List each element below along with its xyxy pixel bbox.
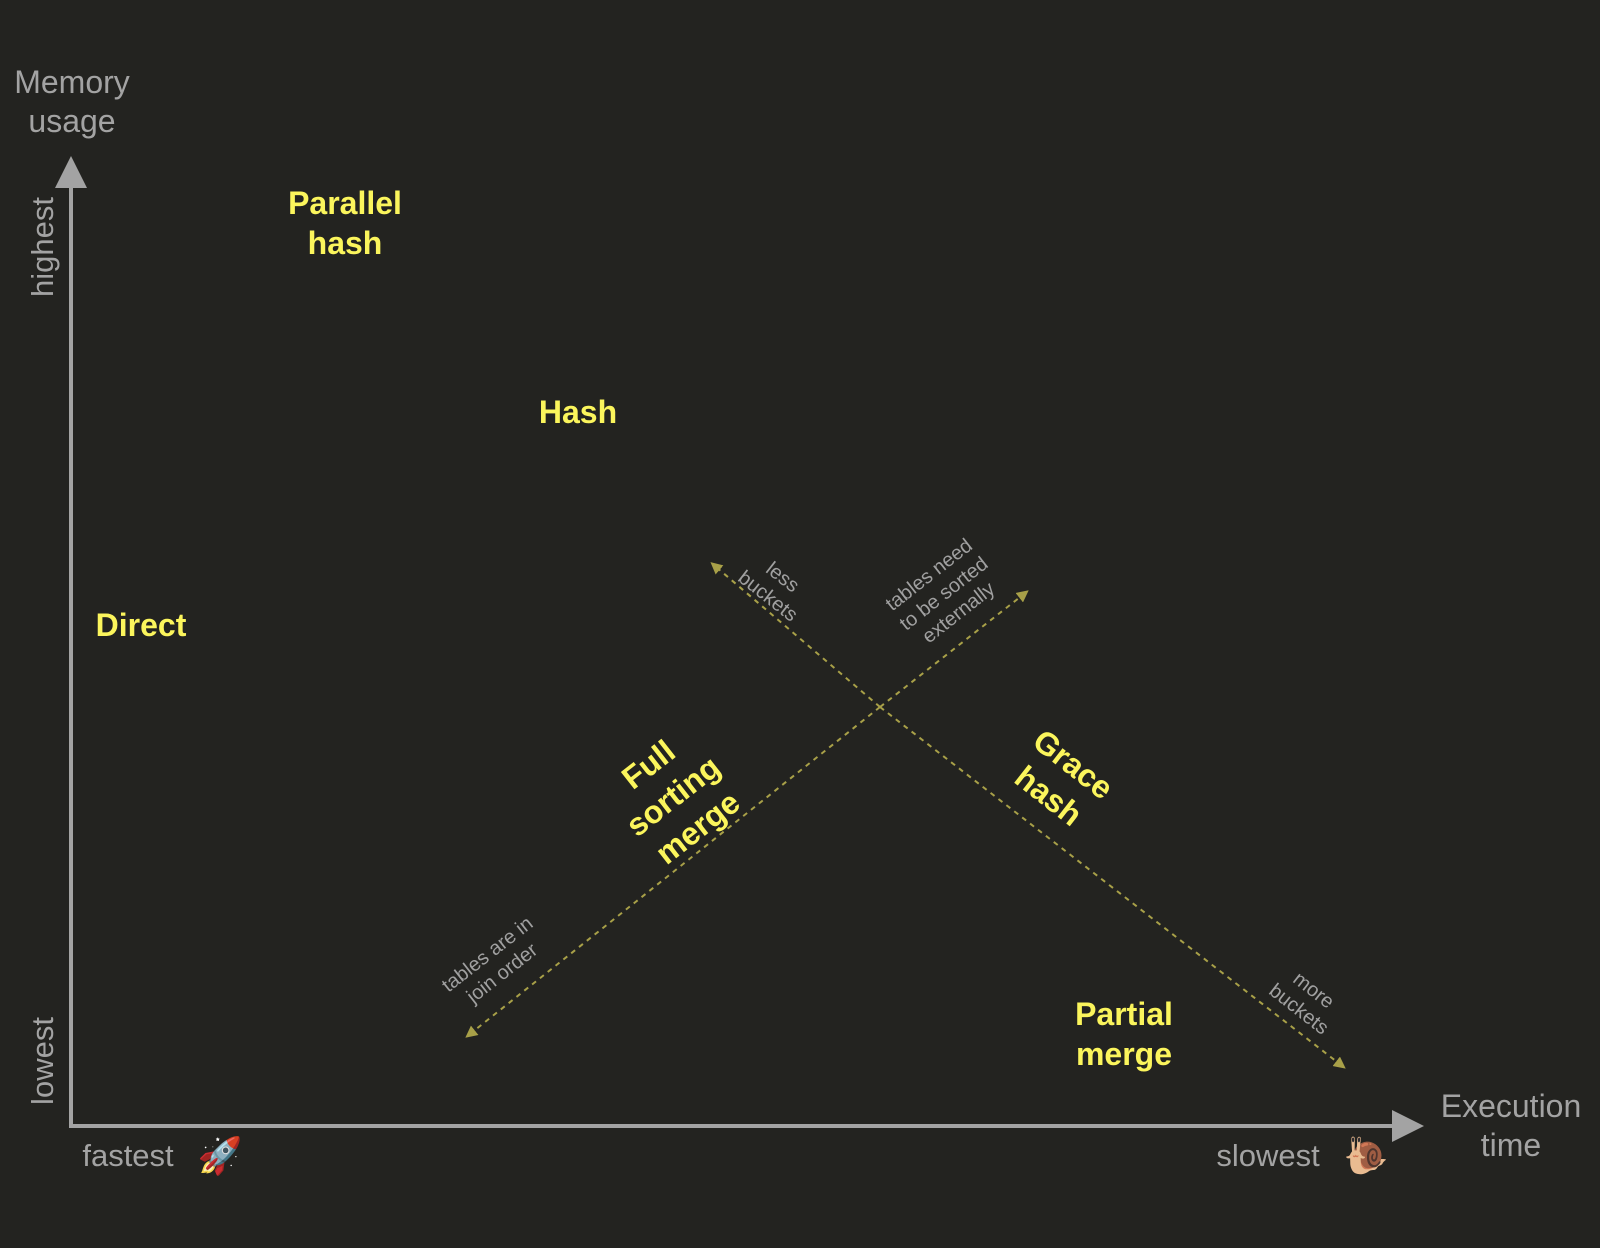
algorithm-label-line: Direct — [95, 607, 187, 643]
bucket-trend-line-up — [710, 562, 881, 708]
algorithm-label-line: Hash — [538, 394, 618, 430]
bucket-trend-line-down — [879, 706, 1346, 1069]
x-axis-low-label: fastest — [82, 1138, 174, 1174]
y-axis-high-label: highest — [25, 197, 61, 297]
algorithm-parallel-hash: Parallel hash — [288, 183, 402, 263]
algorithm-hash: Hash — [539, 392, 617, 432]
y-axis-low-label: lowest — [25, 1017, 61, 1105]
x-axis-title: Execution time — [1441, 1087, 1582, 1165]
algorithm-direct: Direct — [96, 605, 187, 645]
y-axis-title-line: usage — [28, 103, 116, 139]
rocket-icon: 🚀 — [197, 1135, 243, 1176]
algorithm-label-line: Partial — [1075, 996, 1173, 1032]
sort-trend-line — [465, 706, 881, 1038]
algorithm-label-line: Parallel — [288, 185, 402, 221]
x-axis-title-line: time — [1480, 1127, 1542, 1163]
snail-icon: 🐌 — [1343, 1135, 1389, 1176]
algorithm-partial-merge: Partial merge — [1075, 994, 1173, 1074]
sort-trend-line-up — [879, 590, 1029, 708]
x-axis-title-line: Execution — [1440, 1087, 1582, 1124]
algorithm-label-line: hash — [307, 225, 383, 261]
algorithm-label-line: merge — [1075, 1036, 1173, 1072]
y-axis-title-line: Memory — [14, 63, 130, 100]
y-axis-title: Memory usage — [14, 63, 130, 141]
x-axis-high-label: slowest — [1216, 1138, 1320, 1174]
